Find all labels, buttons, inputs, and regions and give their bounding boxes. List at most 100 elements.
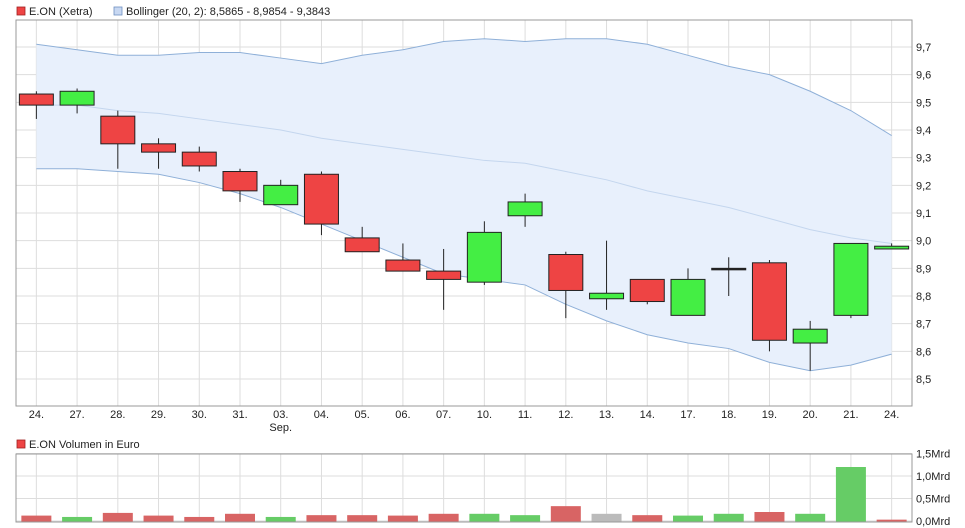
price-y-ticks: 9,7 9,6 9,5 9,4 9,3 9,2 9,1 9,0 8,9 8,8 8,7 8,6 8,5	[916, 42, 931, 386]
legend-label-price: E.ON (Xetra)	[29, 6, 93, 18]
candle-2	[59, 88, 95, 114]
volume-bar-19	[754, 512, 785, 522]
candle-body	[711, 267, 747, 271]
price-y-tick-label: 9,7	[916, 42, 931, 54]
price-y-tick-label: 8,9	[916, 263, 931, 275]
volume-bar-15	[591, 513, 622, 522]
price-x-tick-label: 13.	[599, 409, 614, 421]
price-x-tick-label: 19.	[762, 409, 777, 421]
candle-body	[18, 93, 54, 106]
legend-label-bollinger: Bollinger (20, 2): 8,5865 - 8,9854 - 9,3…	[126, 6, 330, 18]
price-y-tick-label: 9,1	[916, 208, 931, 220]
price-x-tick-label: 17.	[680, 409, 695, 421]
price-x-tick-label: 03.	[273, 409, 288, 421]
candle-1	[18, 91, 54, 119]
price-plot-frame	[15, 19, 913, 407]
price-panel: 9,79,69,59,49,39,29,19,08,98,88,78,68,5 …	[15, 19, 931, 434]
candle-body	[181, 151, 217, 167]
candle-6	[222, 168, 258, 202]
volume-bar-14	[550, 506, 581, 522]
volume-grid	[16, 453, 912, 522]
price-x-tick-label: 04.	[314, 409, 329, 421]
price-x-sublabel: Sep.	[269, 422, 292, 434]
price-y-tick-label: 8,6	[916, 346, 931, 358]
candle-18	[711, 257, 747, 296]
candle-body	[670, 278, 706, 316]
volume-plot-frame	[15, 453, 913, 523]
volume-bar-7	[265, 516, 296, 522]
volume-bar-9	[347, 515, 378, 522]
candle-15	[589, 240, 625, 310]
price-x-tick-label: 24.	[29, 409, 44, 421]
candle-body	[222, 171, 258, 192]
price-y-tick-label: 8,7	[916, 319, 931, 331]
candle-body	[629, 278, 665, 303]
volume-bar-20	[795, 513, 826, 522]
price-x-tick-label: 07.	[436, 409, 451, 421]
price-x-tick-label: 31.	[232, 409, 247, 421]
candle-16	[629, 278, 665, 305]
volume-bar-10	[387, 515, 418, 522]
candle-22	[874, 243, 910, 250]
volume-bar-11	[428, 513, 459, 522]
price-y-tick-label: 9,3	[916, 153, 931, 165]
price-x-tick-label: 27.	[69, 409, 84, 421]
candle-body	[833, 242, 869, 316]
volume-bar-5	[184, 516, 215, 522]
candle-body	[385, 259, 421, 272]
price-y-tick-label: 9,5	[916, 97, 931, 109]
candle-21	[833, 242, 869, 319]
price-y-tick-label: 8,8	[916, 291, 931, 303]
candle-body	[874, 245, 910, 250]
legend-label-volume: E.ON Volumen in Euro	[29, 439, 140, 451]
price-x-tick-label: 14.	[640, 409, 655, 421]
candle-body	[303, 173, 339, 225]
price-x-tick-label: 11.	[518, 409, 532, 421]
candle-body	[344, 237, 380, 253]
price-x-tick-label: 06.	[395, 409, 410, 421]
volume-bar-13	[510, 515, 541, 522]
volume-y-ticks: 1,5Mrd 1,0Mrd 0,5Mrd 0,0Mrd	[916, 449, 950, 528]
legend-swatch-bollinger	[113, 6, 123, 16]
candle-5	[181, 146, 217, 172]
candle-body	[59, 90, 95, 106]
legend-swatch-price	[16, 6, 26, 16]
volume-bar-18	[713, 513, 744, 522]
candle-body	[507, 201, 543, 217]
volume-bar-8	[306, 515, 337, 522]
candle-12	[466, 221, 502, 285]
volume-bar-3	[102, 512, 133, 522]
candle-13	[507, 193, 543, 227]
candle-10	[385, 243, 421, 272]
volume-bar-16	[632, 515, 663, 522]
price-y-tick-label: 9,4	[916, 125, 931, 137]
legend-swatch-volume	[16, 439, 26, 449]
candle-body	[792, 328, 828, 344]
volume-y-tick-label: 1,5Mrd	[916, 449, 950, 461]
volume-bar-17	[673, 515, 703, 522]
candle-body	[466, 231, 502, 283]
volume-bars	[21, 467, 907, 522]
volume-bar-21	[835, 467, 866, 522]
price-x-tick-label: 24.	[884, 409, 899, 421]
bollinger-middle-line	[36, 104, 892, 244]
candle-body	[100, 115, 136, 145]
candle-14	[548, 251, 584, 319]
price-x-tick-label: 20.	[803, 409, 818, 421]
candle-8	[303, 171, 339, 236]
volume-bar-12	[469, 513, 500, 522]
volume-bar-4	[143, 515, 174, 522]
volume-bar-1	[21, 515, 52, 522]
price-x-tick-label: 18.	[721, 409, 736, 421]
price-y-tick-label: 9,0	[916, 236, 931, 248]
candle-body	[751, 262, 787, 341]
candle-11	[426, 248, 462, 310]
price-y-tick-label: 9,6	[916, 70, 931, 82]
candle-20	[792, 320, 828, 371]
volume-y-tick-label: 1,0Mrd	[916, 471, 950, 483]
candle-9	[344, 226, 380, 253]
candle-body	[263, 184, 299, 206]
candle-3	[100, 110, 136, 169]
